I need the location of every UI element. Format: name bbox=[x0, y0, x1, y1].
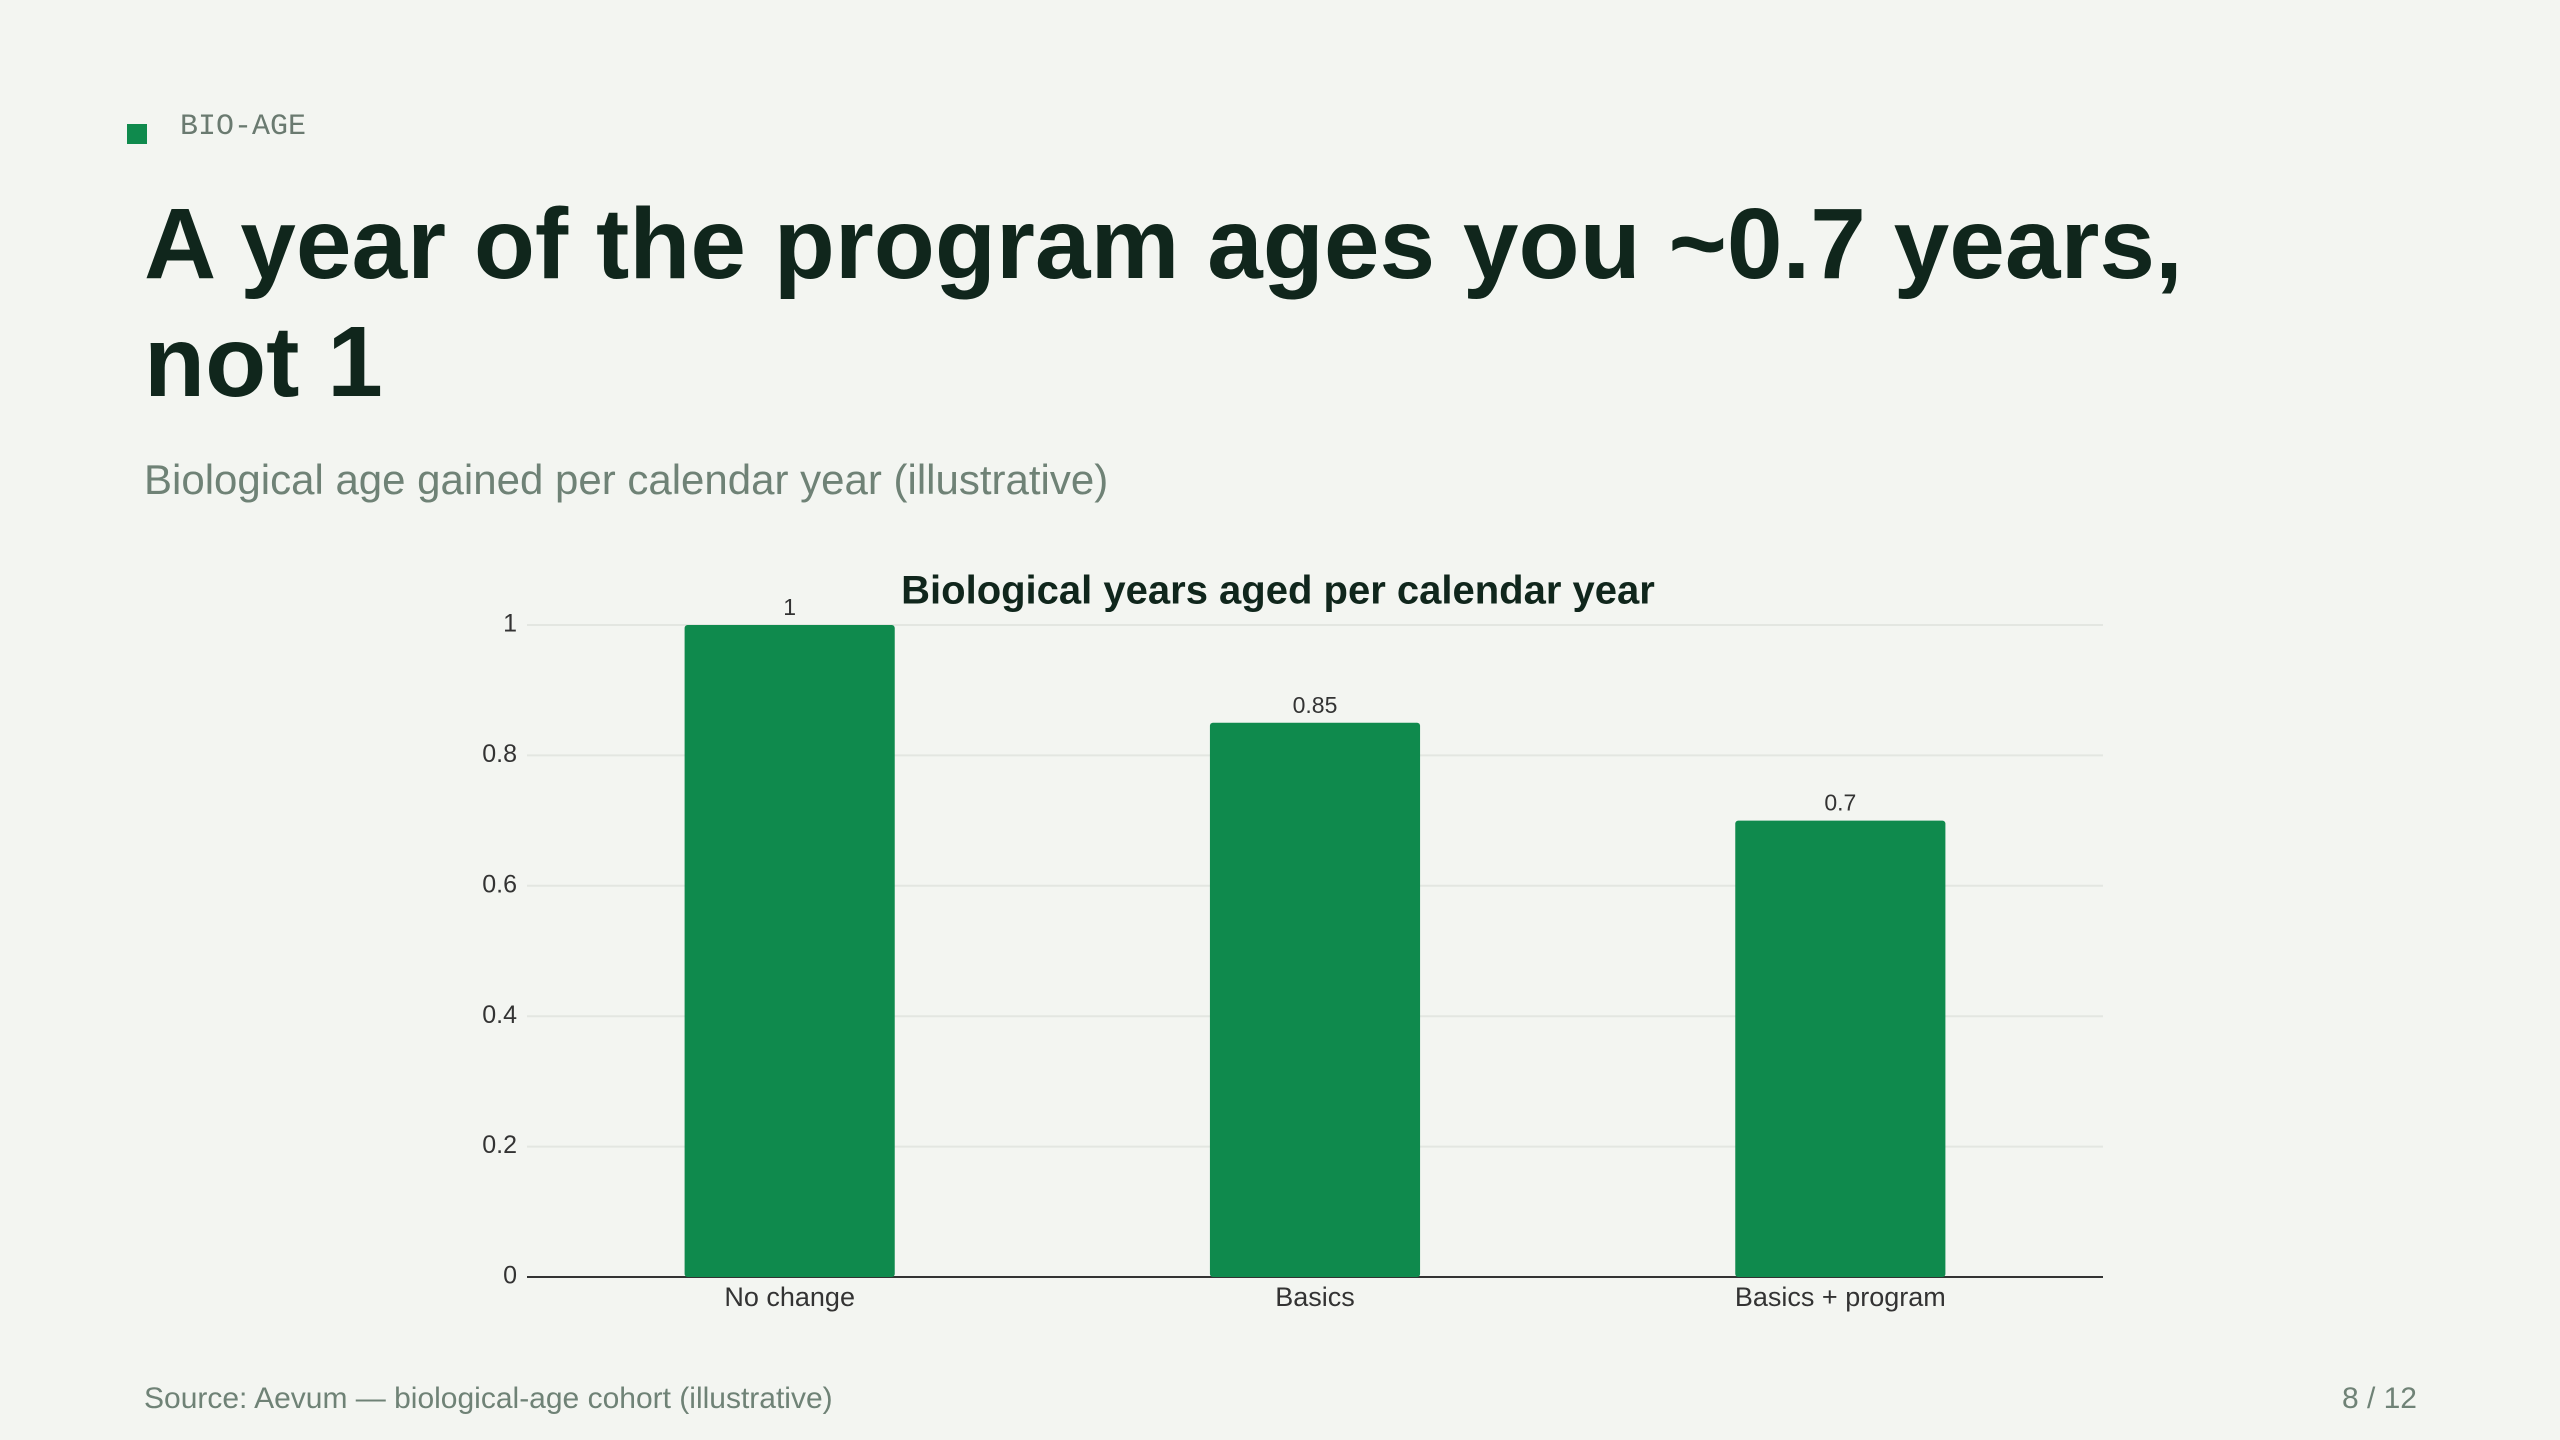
y-tick-label: 1 bbox=[503, 610, 517, 638]
y-tick-label: 0.2 bbox=[482, 1131, 517, 1159]
y-tick-label: 0.4 bbox=[482, 1001, 517, 1029]
value-label: 0.85 bbox=[1293, 692, 1338, 718]
value-label: 0.7 bbox=[1824, 790, 1856, 816]
slide-title: A year of the program ages you ~0.7 year… bbox=[144, 188, 2183, 418]
x-tick-label: Basics + program bbox=[1735, 1282, 1946, 1312]
x-tick-label: No change bbox=[724, 1282, 855, 1312]
tag-marker bbox=[127, 124, 147, 144]
bar bbox=[1735, 820, 1946, 1277]
bar bbox=[684, 625, 895, 1277]
bar bbox=[1209, 722, 1421, 1277]
y-tick-label: 0.6 bbox=[482, 870, 517, 898]
value-label: 1 bbox=[783, 594, 796, 620]
page-number: 8 / 12 bbox=[2341, 1382, 2417, 1415]
chart-title: Biological years aged per calendar year bbox=[901, 569, 1655, 613]
x-tick-label: Basics bbox=[1275, 1282, 1355, 1312]
y-tick-label: 0.8 bbox=[482, 740, 517, 768]
subtitle: Biological age gained per calendar year … bbox=[144, 456, 1109, 503]
y-tick-label: 0 bbox=[503, 1262, 517, 1290]
source: Source: Aevum — biological-age cohort (i… bbox=[144, 1382, 833, 1415]
tag: BIO-AGE bbox=[180, 110, 307, 144]
